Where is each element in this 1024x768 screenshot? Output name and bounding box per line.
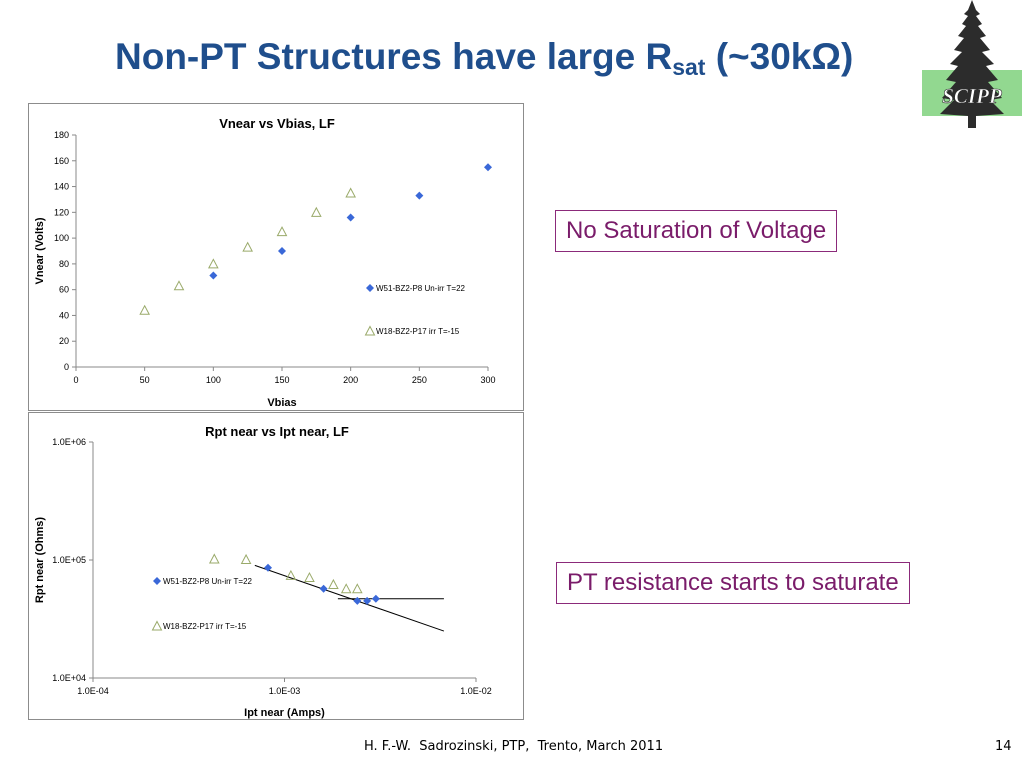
data-point [319,584,328,593]
y-tick-label: 160 [54,156,69,166]
y-tick-label: 1.0E+04 [52,673,86,683]
x-tick-label: 1.0E-03 [269,686,301,696]
data-point [208,553,220,564]
chart-title: Vnear vs Vbias, LF [219,116,335,131]
chart-rpt-vs-ipt: Rpt near vs Ipt near, LF 1.0E-04 1.0E-03 1.… [28,412,524,720]
data-point [263,563,272,572]
chart-vnear-svg: Vnear vs Vbias, LF 0 50 100 150 200 250 300 0 20 4… [34,116,496,409]
y-tick-label: 80 [59,259,69,269]
y-tick-label: 40 [59,310,69,320]
chart-rpt-svg: Rpt near vs Ipt near, LF 1.0E-04 1.0E-03 1.… [34,424,492,719]
y-tick-label: 120 [54,207,69,217]
callout-no-saturation: No Saturation of Voltage [555,210,838,252]
data-point [484,163,492,172]
x-tick-label: 50 [140,375,150,385]
slide-number: 14 [995,739,1012,754]
data-point [311,206,322,217]
data-point [173,280,185,291]
data-point [345,187,356,198]
legend-marker [366,284,374,292]
x-axis-label: Vbias [267,397,296,409]
footer-text: H. F.-W. Sadrozinski, PTP, Trento, March… [364,739,664,754]
data-point [346,213,355,222]
logo-text: SCIPP [942,84,1002,108]
y-axis-label: Rpt near (Ohms) [34,517,46,604]
chart-title: Rpt near vs Ipt near, LF [205,424,349,439]
data-point [278,247,286,255]
x-tick-label: 150 [274,375,289,385]
y-tick-label: 140 [54,182,69,192]
legend-label: W51-BZ2-P8 Un-irr T=22 [163,577,253,586]
pine-tree-icon: SCIPP [922,0,1022,128]
legend-label: W51-BZ2-P8 Un-irr T=22 [376,284,466,293]
y-tick-label: 180 [54,130,69,140]
data-point [242,241,253,252]
y-tick-label: 1.0E+05 [52,555,86,565]
y-tick-label: 60 [59,285,69,295]
data-point [353,596,362,605]
logo-tree-shape [940,0,1004,128]
data-point [371,594,380,603]
legend-label: W18-BZ2-P17 irr T=-15 [163,622,247,631]
legend-label: W18-BZ2-P17 irr T=-15 [376,327,460,336]
data-point [340,583,352,594]
legend-marker [151,620,163,631]
data-point [415,191,424,200]
legend-marker [153,577,161,585]
x-tick-label: 250 [412,375,427,385]
data-point [209,271,218,280]
slide-title-tail: (~30kΩ) [705,36,854,77]
slide-title: Non-PT Structures have large Rsat (~30kΩ… [115,36,853,81]
data-point [351,583,363,594]
chart-vnear-vs-vbias: Vnear vs Vbias, LF 0 50 100 150 200 250 300 0 20 4… [28,103,524,411]
slide-title-main: Non-PT Structures have large R [115,36,673,77]
data-point [276,226,288,237]
data-point [304,571,315,583]
data-point [240,553,252,564]
x-tick-label: 1.0E-04 [77,686,109,696]
x-tick-label: 300 [480,375,495,385]
y-tick-label: 1.0E+06 [52,437,86,447]
legend-marker [364,325,376,336]
y-tick-label: 0 [64,362,69,372]
slide-title-subscript: sat [672,54,706,80]
x-axis-label: Ipt near (Amps) [244,707,325,719]
y-tick-label: 100 [54,233,69,243]
x-tick-label: 1.0E-02 [460,686,492,696]
x-tick-label: 0 [73,375,78,385]
data-point [285,569,297,580]
data-point [363,596,372,605]
data-point [139,304,150,315]
x-tick-label: 200 [343,375,358,385]
x-tick-label: 100 [206,375,221,385]
y-axis-label: Vnear (Volts) [34,217,46,284]
data-point [328,578,339,589]
scipp-logo: SCIPP [918,0,1024,132]
callout-pt-saturate: PT resistance starts to saturate [556,562,910,604]
data-point [208,258,219,269]
y-tick-label: 20 [59,336,69,346]
